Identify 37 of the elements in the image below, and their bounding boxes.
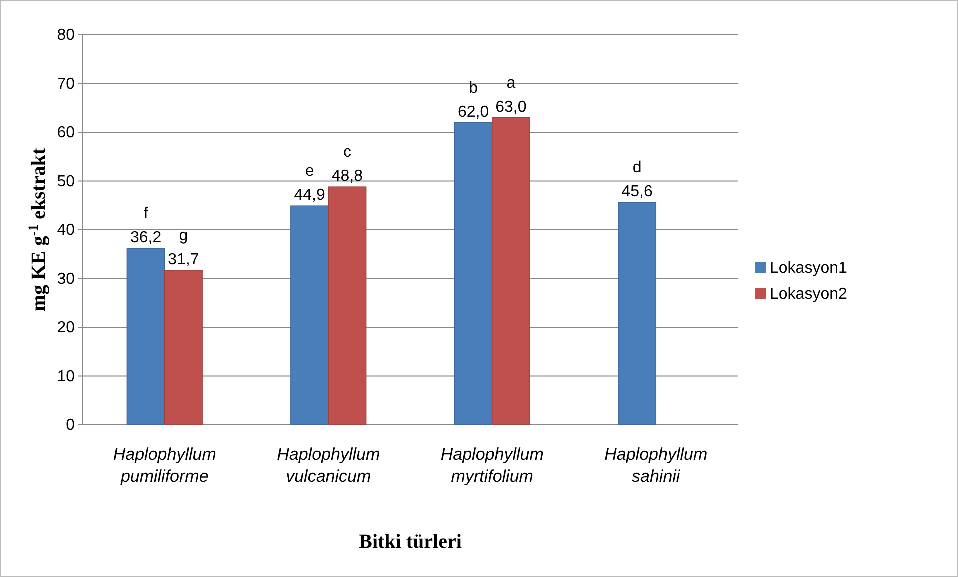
data-label: 44,9: [294, 187, 326, 204]
legend-label: Lokasyon2: [770, 286, 848, 303]
y-tick-label: 20: [57, 320, 76, 337]
annotation: e: [305, 163, 314, 180]
y-tick-label: 70: [57, 76, 76, 93]
annotation: g: [179, 227, 188, 244]
bar: [126, 248, 166, 426]
data-label: 31,7: [168, 251, 200, 268]
data-label: 62,0: [458, 104, 490, 121]
x-tick-label: Haplophyllum pumiliforme: [113, 445, 216, 486]
bar: [492, 117, 530, 426]
annotation: f: [144, 206, 149, 223]
bar: [454, 122, 493, 426]
bar: [618, 202, 657, 426]
x-tick-label: Haplophyllum vulcanicum: [277, 445, 380, 486]
annotation: b: [469, 80, 478, 97]
y-tick-label: 0: [66, 417, 76, 434]
y-tick-label: 60: [57, 124, 76, 142]
data-label: 45,6: [622, 184, 653, 201]
y-tick-label: 80: [57, 27, 76, 44]
data-label: 48,8: [332, 168, 364, 186]
annotation: d: [632, 160, 642, 177]
y-tick-label: 30: [57, 270, 76, 288]
annotation: a: [506, 74, 516, 92]
y-tick-label: 10: [57, 368, 76, 386]
x-axis-title: Bitki türleri: [359, 531, 462, 553]
y-tick-label: 50: [57, 173, 76, 190]
annotation: c: [343, 144, 352, 162]
legend-label: Lokasyon1: [770, 260, 848, 277]
bar: [328, 186, 367, 426]
bar: [290, 206, 330, 426]
y-tick-label: 40: [57, 222, 76, 240]
x-tick-label: Haplophyllum myrtifolium: [440, 445, 544, 486]
bar: [164, 270, 203, 426]
data-label: 36,2: [130, 230, 162, 247]
x-tick-label: Haplophyllum sahinii: [604, 445, 708, 486]
data-label: 63,0: [496, 98, 527, 116]
